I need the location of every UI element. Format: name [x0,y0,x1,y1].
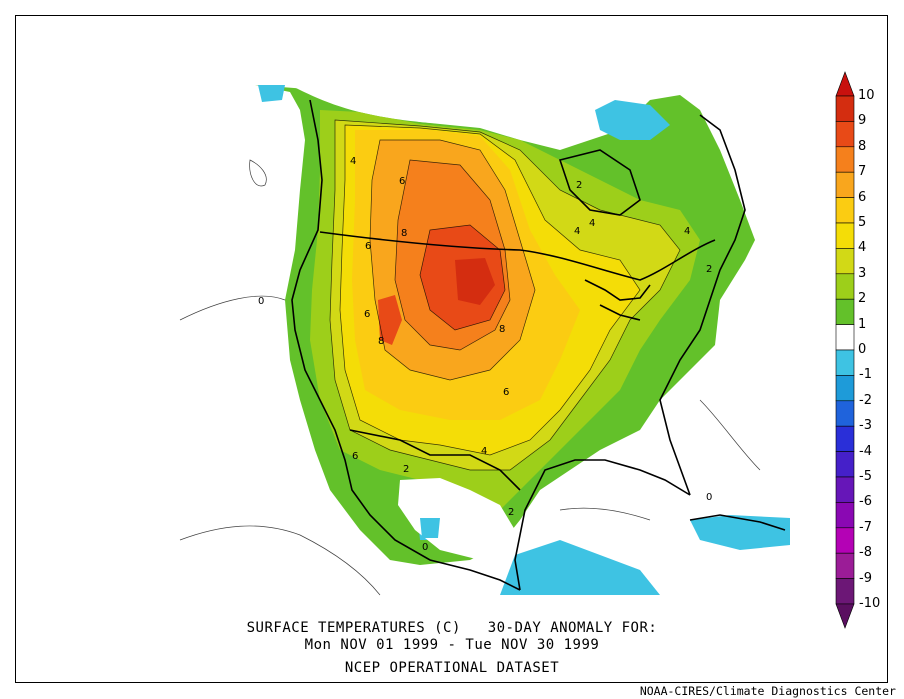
colorbar-swatch [835,502,855,529]
anomaly-fill-10 [455,258,495,305]
anomaly-fill-cold-arctic-2 [258,85,285,102]
contour-label: 4 [684,226,690,237]
caption-title: SURFACE TEMPERATURES (C) 30-DAY ANOMALY … [246,620,658,636]
us-canada-border [319,231,716,281]
contour-label: 6 [364,309,370,320]
colorbar-swatch [835,425,855,452]
contour-label: 0 [422,542,428,553]
colorbar-swatch [835,248,855,275]
contour-label: 2 [706,264,712,275]
contour-label: 8 [499,324,505,335]
anomaly-fill-white-mexico [398,478,515,560]
contour-label: 6 [365,241,371,252]
contour-label: 8 [378,336,384,347]
colorbar-swatch [835,552,855,579]
anomaly-fill-cold-mexico-2 [420,518,440,538]
colorbar-swatch [835,349,855,376]
colorbar-swatch [835,578,855,605]
anomaly-fill-cold-arctic [595,100,670,140]
great-lakes [584,279,651,321]
contour-label: 0 [258,296,264,307]
caption-dataset: NCEP OPERATIONAL DATASET [344,660,560,676]
colorbar-swatch [835,222,855,249]
contour-label: 2 [508,507,514,518]
colorbar-swatch [835,527,855,554]
colorbar-swatch [835,400,855,427]
colorbar-swatch [835,171,855,198]
contour-label: 4 [481,446,487,457]
contour-lines [179,119,761,596]
credit-text: NOAA-CIRES/Climate Diagnostics Center [639,684,896,698]
contour-label: 4 [574,226,580,237]
contour-label: 2 [403,464,409,475]
colorbar [835,71,855,629]
colorbar-top-arrow [835,71,855,97]
us-mexico-border [349,429,521,491]
hudson-bay [558,149,641,216]
colorbar-swatch [835,197,855,224]
west-coast [291,99,521,591]
colorbar-swatch [835,375,855,402]
colorbar-swatch [835,121,855,148]
contour-label: 2 [576,180,582,191]
east-coast [659,114,746,496]
colorbar-swatch [835,324,855,351]
contour-label: 6 [399,176,405,187]
contour-label: 0 [706,492,712,503]
contour-label: 4 [589,218,595,229]
colorbar-swatch [835,451,855,478]
gulf-coast [514,459,691,591]
colorbar-swatch [835,273,855,300]
caption-dates: Mon NOV 01 1999 - Tue NOV 30 1999 [304,637,600,653]
anomaly-fill-hotspot [378,295,402,345]
contour-label: 6 [503,387,509,398]
coastline-group [291,99,786,591]
contour-label: 6 [352,451,358,462]
colorbar-swatch [835,95,855,122]
cuba [689,514,786,531]
plot-frame [15,15,888,683]
contour-label: 4 [350,156,356,167]
colorbar-swatch [835,298,855,325]
anomaly-fill-cold-gulf [500,540,660,595]
contour-label: 8 [401,228,407,239]
colorbar-swatch [835,146,855,173]
contour-label-group: 4 6 2 4 4 4 6 8 6 8 8 6 4 6 2 2 0 0 0 2 [258,156,712,553]
colorbar-bottom-arrow [835,603,855,629]
colorbar-swatch [835,476,855,503]
